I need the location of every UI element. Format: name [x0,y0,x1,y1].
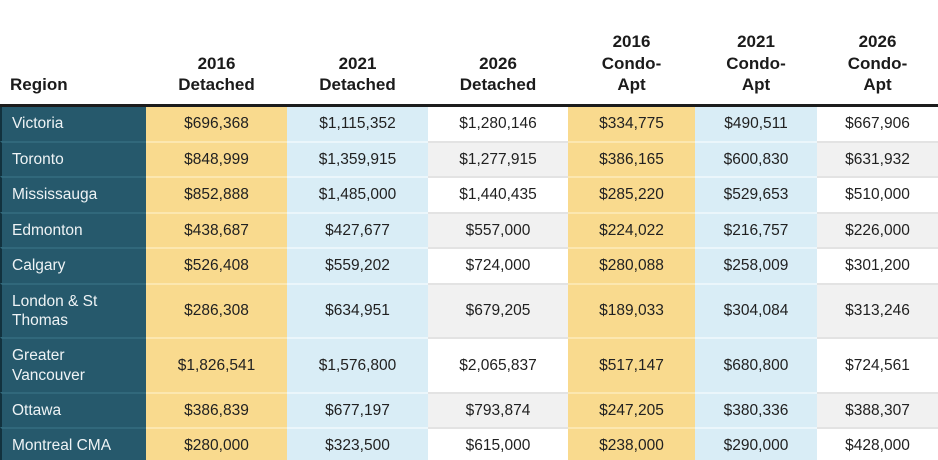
value-cell-2026-condo-apt: $226,000 [817,211,938,248]
value-cell-2026-condo-apt: $724,561 [817,337,938,392]
value-cell-2026-detached: $724,000 [428,247,568,283]
value-cell-2016-detached: $526,408 [146,247,287,283]
value-cell-2026-condo-apt: $631,932 [817,141,938,177]
value-cell-2021-detached: $634,951 [287,282,428,338]
column-header-2021-detached: 2021 Detached [319,53,396,94]
value-cell-2026-condo-apt: $667,906 [817,107,938,141]
value-cell-2021-detached: $559,202 [287,247,428,283]
value-cell-2016-condo-apt: $247,205 [568,392,695,428]
value-cell-2021-detached: $1,485,000 [287,176,428,212]
value-cell-2016-detached: $280,000 [146,427,287,460]
region-cell: Calgary [0,247,146,283]
value-cell-2021-condo-apt: $258,009 [695,247,817,283]
value-cell-2021-condo-apt: $380,336 [695,392,817,428]
value-cell-2021-detached: $1,576,800 [287,337,428,392]
table-body: Victoria $696,368 $1,115,352 $1,280,146 … [0,107,938,460]
value-cell-2021-condo-apt: $290,000 [695,427,817,460]
table-header-row: Region 2016 Detached 2021 Detached 2026 … [0,0,938,107]
value-cell-2026-detached: $793,874 [428,392,568,428]
column-header-2016-detached: 2016 Detached [178,53,255,94]
region-cell: London & St Thomas [0,282,146,338]
column-header-region: Region [10,74,68,94]
table-row: Calgary $526,408 $559,202 $724,000 $280,… [0,247,938,283]
table-row: London & St Thomas $286,308 $634,951 $67… [0,282,938,338]
value-cell-2016-condo-apt: $224,022 [568,211,695,248]
value-cell-2021-condo-apt: $680,800 [695,337,817,392]
column-header-2021-condo-apt: 2021 Condo- Apt [726,32,786,94]
value-cell-2016-detached: $438,687 [146,211,287,248]
region-cell: Edmonton [0,211,146,248]
value-cell-2021-detached: $1,115,352 [287,107,428,141]
table-row: Victoria $696,368 $1,115,352 $1,280,146 … [0,107,938,141]
value-cell-2021-detached: $1,359,915 [287,141,428,177]
value-cell-2026-detached: $1,440,435 [428,176,568,212]
table-row: Mississauga $852,888 $1,485,000 $1,440,4… [0,176,938,212]
value-cell-2021-condo-apt: $490,511 [695,107,817,141]
value-cell-2026-condo-apt: $510,000 [817,176,938,212]
value-cell-2016-condo-apt: $517,147 [568,337,695,392]
column-header-2016-condo-apt: 2016 Condo- Apt [601,32,662,94]
table-row: Greater Vancouver $1,826,541 $1,576,800 … [0,337,938,392]
value-cell-2021-detached: $323,500 [287,427,428,460]
value-cell-2026-detached: $2,065,837 [428,337,568,392]
table-row: Toronto $848,999 $1,359,915 $1,277,915 $… [0,141,938,177]
region-cell: Montreal CMA [0,427,146,460]
table-row: Edmonton $438,687 $427,677 $557,000 $224… [0,211,938,248]
value-cell-2026-detached: $615,000 [428,427,568,460]
region-cell: Mississauga [0,176,146,212]
table-row: Montreal CMA $280,000 $323,500 $615,000 … [0,427,938,460]
region-cell: Greater Vancouver [0,337,146,392]
region-cell: Victoria [0,107,146,141]
value-cell-2026-detached: $557,000 [428,211,568,248]
value-cell-2016-detached: $696,368 [146,107,287,141]
table-row: Ottawa $386,839 $677,197 $793,874 $247,2… [0,392,938,428]
column-header-2026-condo-apt: 2026 Condo- Apt [847,32,908,94]
value-cell-2016-detached: $286,308 [146,282,287,338]
value-cell-2026-condo-apt: $388,307 [817,392,938,428]
value-cell-2016-condo-apt: $189,033 [568,282,695,338]
value-cell-2016-condo-apt: $386,165 [568,141,695,177]
value-cell-2021-detached: $427,677 [287,211,428,248]
value-cell-2016-condo-apt: $280,088 [568,247,695,283]
value-cell-2021-detached: $677,197 [287,392,428,428]
value-cell-2021-condo-apt: $216,757 [695,211,817,248]
region-cell: Ottawa [0,392,146,428]
value-cell-2021-condo-apt: $529,653 [695,176,817,212]
value-cell-2016-detached: $852,888 [146,176,287,212]
value-cell-2016-condo-apt: $238,000 [568,427,695,460]
value-cell-2026-detached: $1,277,915 [428,141,568,177]
value-cell-2026-detached: $679,205 [428,282,568,338]
value-cell-2016-condo-apt: $285,220 [568,176,695,212]
value-cell-2026-detached: $1,280,146 [428,107,568,141]
value-cell-2026-condo-apt: $301,200 [817,247,938,283]
value-cell-2016-detached: $386,839 [146,392,287,428]
value-cell-2016-condo-apt: $334,775 [568,107,695,141]
value-cell-2021-condo-apt: $304,084 [695,282,817,338]
value-cell-2016-detached: $1,826,541 [146,337,287,392]
value-cell-2026-condo-apt: $313,246 [817,282,938,338]
value-cell-2026-condo-apt: $428,000 [817,427,938,460]
column-header-2026-detached: 2026 Detached [459,53,537,94]
value-cell-2021-condo-apt: $600,830 [695,141,817,177]
value-cell-2016-detached: $848,999 [146,141,287,177]
region-cell: Toronto [0,141,146,177]
